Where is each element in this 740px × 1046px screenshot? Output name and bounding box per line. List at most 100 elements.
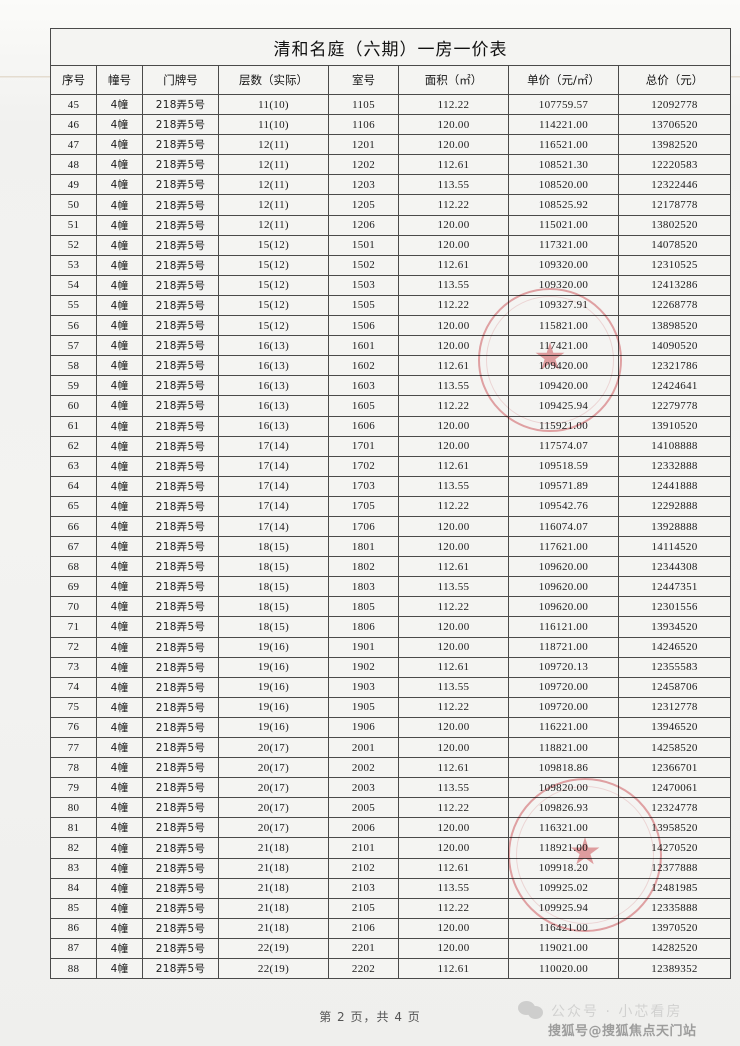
- table-cell: 110020.00: [508, 958, 619, 980]
- table-cell: 218弄5号: [142, 214, 219, 236]
- table-cell: 87: [50, 937, 97, 960]
- table-row: 60 4幢 218弄5号 16(13) 1605 112.22 109425.94 12279…: [50, 395, 731, 417]
- table-cell: 81: [50, 817, 97, 839]
- table-cell: 218弄5号: [142, 676, 219, 698]
- table-cell: 116421.00: [508, 917, 619, 939]
- table-cell: 4幢: [96, 395, 143, 417]
- table-cell: 16(13): [218, 355, 329, 377]
- table-cell: 112.22: [398, 495, 509, 517]
- table-cell: 2003: [328, 777, 399, 799]
- table-cell: 13802520: [618, 214, 731, 236]
- table-cell: 1202: [328, 154, 399, 176]
- table-cell: 21(18): [218, 857, 329, 879]
- table-cell: 12268778: [618, 294, 731, 317]
- table-cell: 112.61: [398, 857, 509, 879]
- table-cell: 12413286: [618, 274, 731, 296]
- table-cell: 69: [50, 576, 97, 598]
- table-cell: 18(15): [218, 536, 329, 558]
- table-cell: 120.00: [398, 716, 509, 739]
- table-row: 77 4幢 218弄5号 20(17) 2001 120.00 118821.00 14258…: [50, 736, 731, 759]
- table-cell: 12335888: [618, 897, 731, 919]
- table-cell: 109720.00: [508, 696, 619, 718]
- table-cell: 11(10): [218, 93, 329, 116]
- table-cell: 120.00: [398, 536, 509, 558]
- table-cell: 218弄5号: [142, 435, 219, 457]
- table-cell: 112.22: [398, 897, 509, 919]
- table-cell: 218弄5号: [142, 596, 219, 618]
- table-cell: 59: [50, 375, 97, 397]
- table-cell: 218弄5号: [142, 837, 219, 859]
- table-cell: 4幢: [96, 556, 143, 578]
- table-row: 54 4幢 218弄5号 15(12) 1503 113.55 109320.00 12413…: [50, 274, 731, 296]
- table-cell: 120.00: [398, 616, 509, 638]
- table-cell: 218弄5号: [142, 536, 219, 558]
- table-row: 55 4幢 218弄5号 15(12) 1505 112.22 109327.91 12268…: [50, 294, 731, 317]
- table-cell: 1801: [328, 536, 399, 558]
- table-cell: 120.00: [398, 937, 509, 960]
- table-cell: 21(18): [218, 897, 329, 919]
- table-cell: 113.55: [398, 877, 509, 899]
- table-cell: 218弄5号: [142, 375, 219, 397]
- table-cell: 52: [50, 234, 97, 256]
- table-row: 79 4幢 218弄5号 20(17) 2003 113.55 109820.00 12470…: [50, 777, 731, 799]
- table-cell: 218弄5号: [142, 515, 219, 538]
- table-cell: 218弄5号: [142, 415, 219, 437]
- table-cell: 2202: [328, 958, 399, 980]
- document-title: 清和名庭（六期）一房一价表: [50, 28, 731, 66]
- table-cell: 109518.59: [508, 455, 619, 477]
- table-cell: 218弄5号: [142, 93, 219, 116]
- table-row: 62 4幢 218弄5号 17(14) 1701 120.00 117574.07 14108…: [50, 435, 731, 457]
- table-cell: 13982520: [618, 134, 731, 156]
- table-cell: 109720.00: [508, 676, 619, 698]
- table-cell: 1203: [328, 174, 399, 196]
- table-cell: 218弄5号: [142, 254, 219, 276]
- table-cell: 13970520: [618, 917, 731, 939]
- table-cell: 113.55: [398, 475, 509, 497]
- table-cell: 47: [50, 134, 97, 156]
- table-cell: 109420.00: [508, 375, 619, 397]
- table-cell: 218弄5号: [142, 817, 219, 839]
- table-cell: 4幢: [96, 676, 143, 698]
- table-cell: 4幢: [96, 475, 143, 497]
- table-cell: 218弄5号: [142, 736, 219, 759]
- table-cell: 112.61: [398, 757, 509, 779]
- table-cell: 16(13): [218, 395, 329, 417]
- table-cell: 109826.93: [508, 797, 619, 819]
- table-cell: 50: [50, 194, 97, 216]
- table-cell: 67: [50, 536, 97, 558]
- table-cell: 49: [50, 174, 97, 196]
- table-cell: 18(15): [218, 596, 329, 618]
- table-cell: 12321786: [618, 355, 731, 377]
- column-header: 单价（元/㎡）: [508, 65, 619, 95]
- table-cell: 113.55: [398, 174, 509, 196]
- table-cell: 12(11): [218, 154, 329, 176]
- table-cell: 4幢: [96, 656, 143, 678]
- table-cell: 112.22: [398, 294, 509, 317]
- table-cell: 115021.00: [508, 214, 619, 236]
- table-cell: 218弄5号: [142, 395, 219, 417]
- table-row: 64 4幢 218弄5号 17(14) 1703 113.55 109571.89 12441…: [50, 475, 731, 497]
- table-cell: 218弄5号: [142, 174, 219, 196]
- table-cell: 15(12): [218, 294, 329, 317]
- table-cell: 1806: [328, 616, 399, 638]
- table-cell: 4幢: [96, 958, 143, 980]
- table-cell: 120.00: [398, 114, 509, 136]
- table-row: 63 4幢 218弄5号 17(14) 1702 112.61 109518.59 12332…: [50, 455, 731, 477]
- table-row: 48 4幢 218弄5号 12(11) 1202 112.61 108521.30 12220…: [50, 154, 731, 176]
- table-cell: 218弄5号: [142, 576, 219, 598]
- table-cell: 218弄5号: [142, 134, 219, 156]
- table-cell: 218弄5号: [142, 636, 219, 658]
- table-cell: 4幢: [96, 736, 143, 759]
- table-cell: 218弄5号: [142, 114, 219, 136]
- table-cell: 19(16): [218, 676, 329, 698]
- table-cell: 77: [50, 736, 97, 759]
- table-cell: 4幢: [96, 636, 143, 658]
- table-cell: 1802: [328, 556, 399, 578]
- table-cell: 78: [50, 757, 97, 779]
- table-cell: 1701: [328, 435, 399, 457]
- column-header: 层数（实际）: [218, 65, 329, 95]
- table-cell: 4幢: [96, 817, 143, 839]
- table-cell: 70: [50, 596, 97, 618]
- table-cell: 120.00: [398, 736, 509, 759]
- table-cell: 109571.89: [508, 475, 619, 497]
